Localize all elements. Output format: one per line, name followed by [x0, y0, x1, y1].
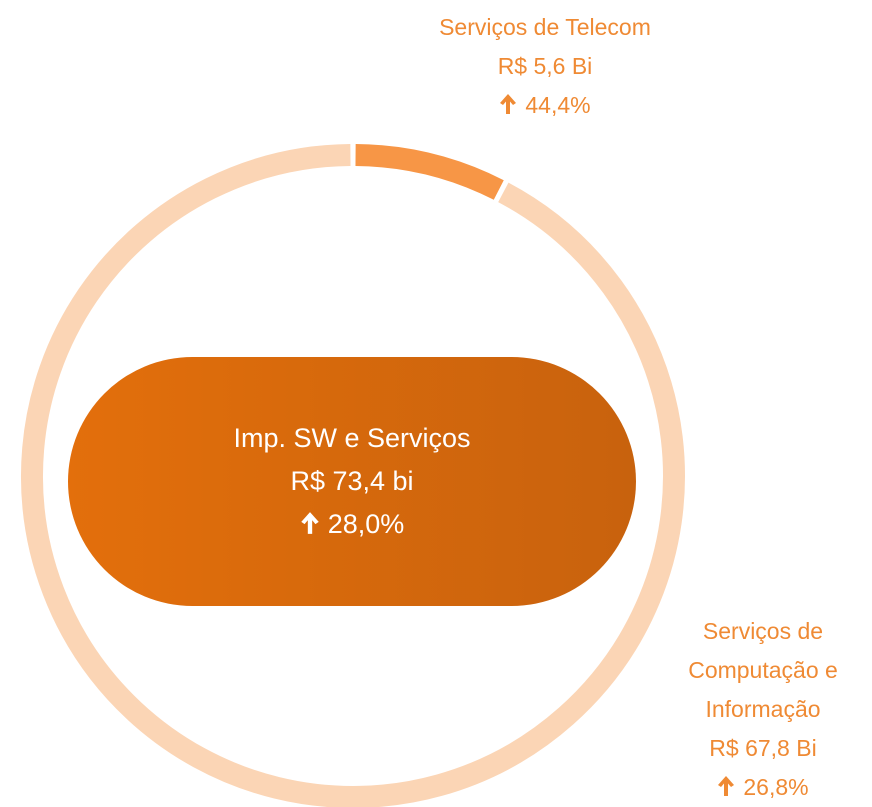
center-title: Imp. SW e Serviços — [233, 423, 471, 453]
donut-segment — [355, 144, 504, 200]
growth-label: 26,8% — [743, 774, 809, 800]
donut — [21, 144, 685, 807]
center-value: R$ 73,4 bi — [290, 466, 414, 496]
value-label: R$ 67,8 Bi — [709, 735, 817, 761]
up-arrow — [300, 512, 319, 534]
center-growth: 28,0% — [327, 509, 405, 539]
donut-segment — [21, 144, 685, 807]
up-arrow — [500, 94, 517, 114]
segment-label: Serviços de Telecom R$ 5,6 Bi 44,4% — [420, 8, 670, 125]
growth-label: 44,4% — [525, 92, 591, 118]
growth-row: 26,8% — [668, 768, 858, 807]
up-arrow — [718, 776, 735, 796]
category-label: Serviços de Computação e Informação — [688, 618, 838, 722]
center-label: Imp. SW e Serviços R$ 73,4 bi 28,0% — [68, 357, 636, 606]
growth-row: 44,4% — [420, 86, 670, 125]
value-label: R$ 5,6 Bi — [497, 53, 593, 79]
category-label: Serviços de Telecom — [439, 14, 651, 40]
segment-label: Serviços de Computação e Informação R$ 6… — [668, 612, 858, 807]
growth-row: 28,0% — [300, 503, 405, 546]
center-pill — [68, 357, 636, 606]
